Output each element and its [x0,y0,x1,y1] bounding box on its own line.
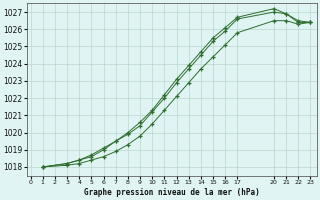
X-axis label: Graphe pression niveau de la mer (hPa): Graphe pression niveau de la mer (hPa) [84,188,260,197]
